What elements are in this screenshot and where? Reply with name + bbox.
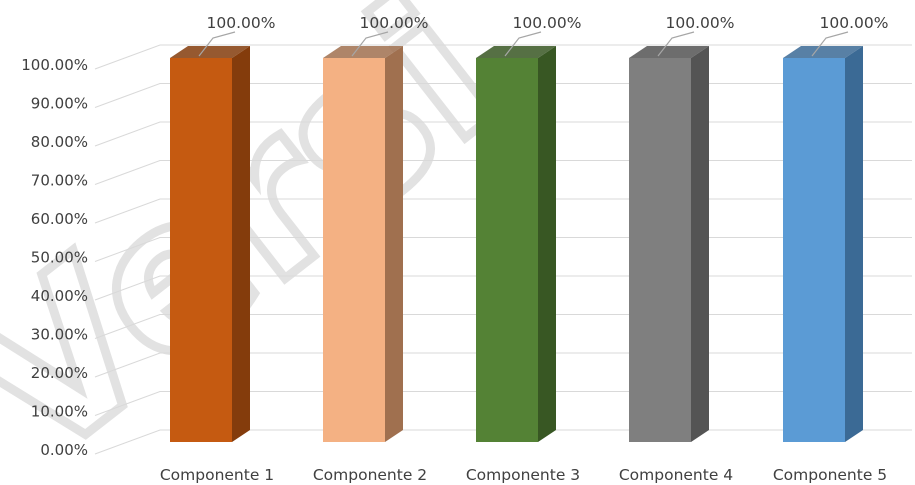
y-tick-label: 90.00% [31,95,88,113]
bar-side [691,46,709,442]
y-tick-label: 50.00% [31,249,88,267]
y-tick-label: 100.00% [21,56,88,74]
bar-side [845,46,863,442]
bar-top [323,46,403,58]
bar-front [170,58,232,442]
bar-top [629,46,709,58]
data-label-leader [811,31,849,57]
y-axis: 0.00% 10.00% 20.00% 30.00% 40.00% 50.00% 60.00… [21,56,88,459]
bar-top [170,46,250,58]
y-tick-label: 0.00% [40,441,88,459]
data-label: 100.00% [666,14,735,32]
bar [476,46,556,442]
data-label: 100.00% [820,14,889,32]
bar-front [783,58,845,442]
data-label-leader [198,31,236,57]
y-tick-label: 30.00% [31,326,88,344]
data-label-leader [657,31,695,57]
y-tick-label: 60.00% [31,210,88,228]
data-label: 100.00% [360,14,429,32]
y-tick-label: 20.00% [31,364,88,382]
y-tick-label: 70.00% [31,172,88,190]
x-category-label: Componente 3 [466,466,580,484]
bar-top [783,46,863,58]
x-category-label: Componente 4 [619,466,733,484]
data-label: 100.00% [513,14,582,32]
bar [629,46,709,442]
gridline [94,44,912,70]
y-tick-label: 40.00% [31,287,88,305]
y-tick-label: 80.00% [31,133,88,151]
y-tick-label: 10.00% [31,403,88,421]
bar-front [323,58,385,442]
bar-front [476,58,538,442]
x-category-label: Componente 1 [160,466,274,484]
bars [170,46,863,442]
bar-side [538,46,556,442]
data-label-leader [351,31,389,57]
bar-front [629,58,691,442]
data-labels: 100.00% 100.00% 100.00% 100.00% 100.00% [198,14,889,57]
bar-side [385,46,403,442]
x-axis: Componente 1 Componente 2 Componente 3 Comp… [160,466,887,484]
bar-side [232,46,250,442]
bar [783,46,863,442]
x-category-label: Componente 5 [773,466,887,484]
bar [170,46,250,442]
x-category-label: Componente 2 [313,466,427,484]
bar [323,46,403,442]
bar-top [476,46,556,58]
data-label-leader [504,31,542,57]
data-label: 100.00% [207,14,276,32]
